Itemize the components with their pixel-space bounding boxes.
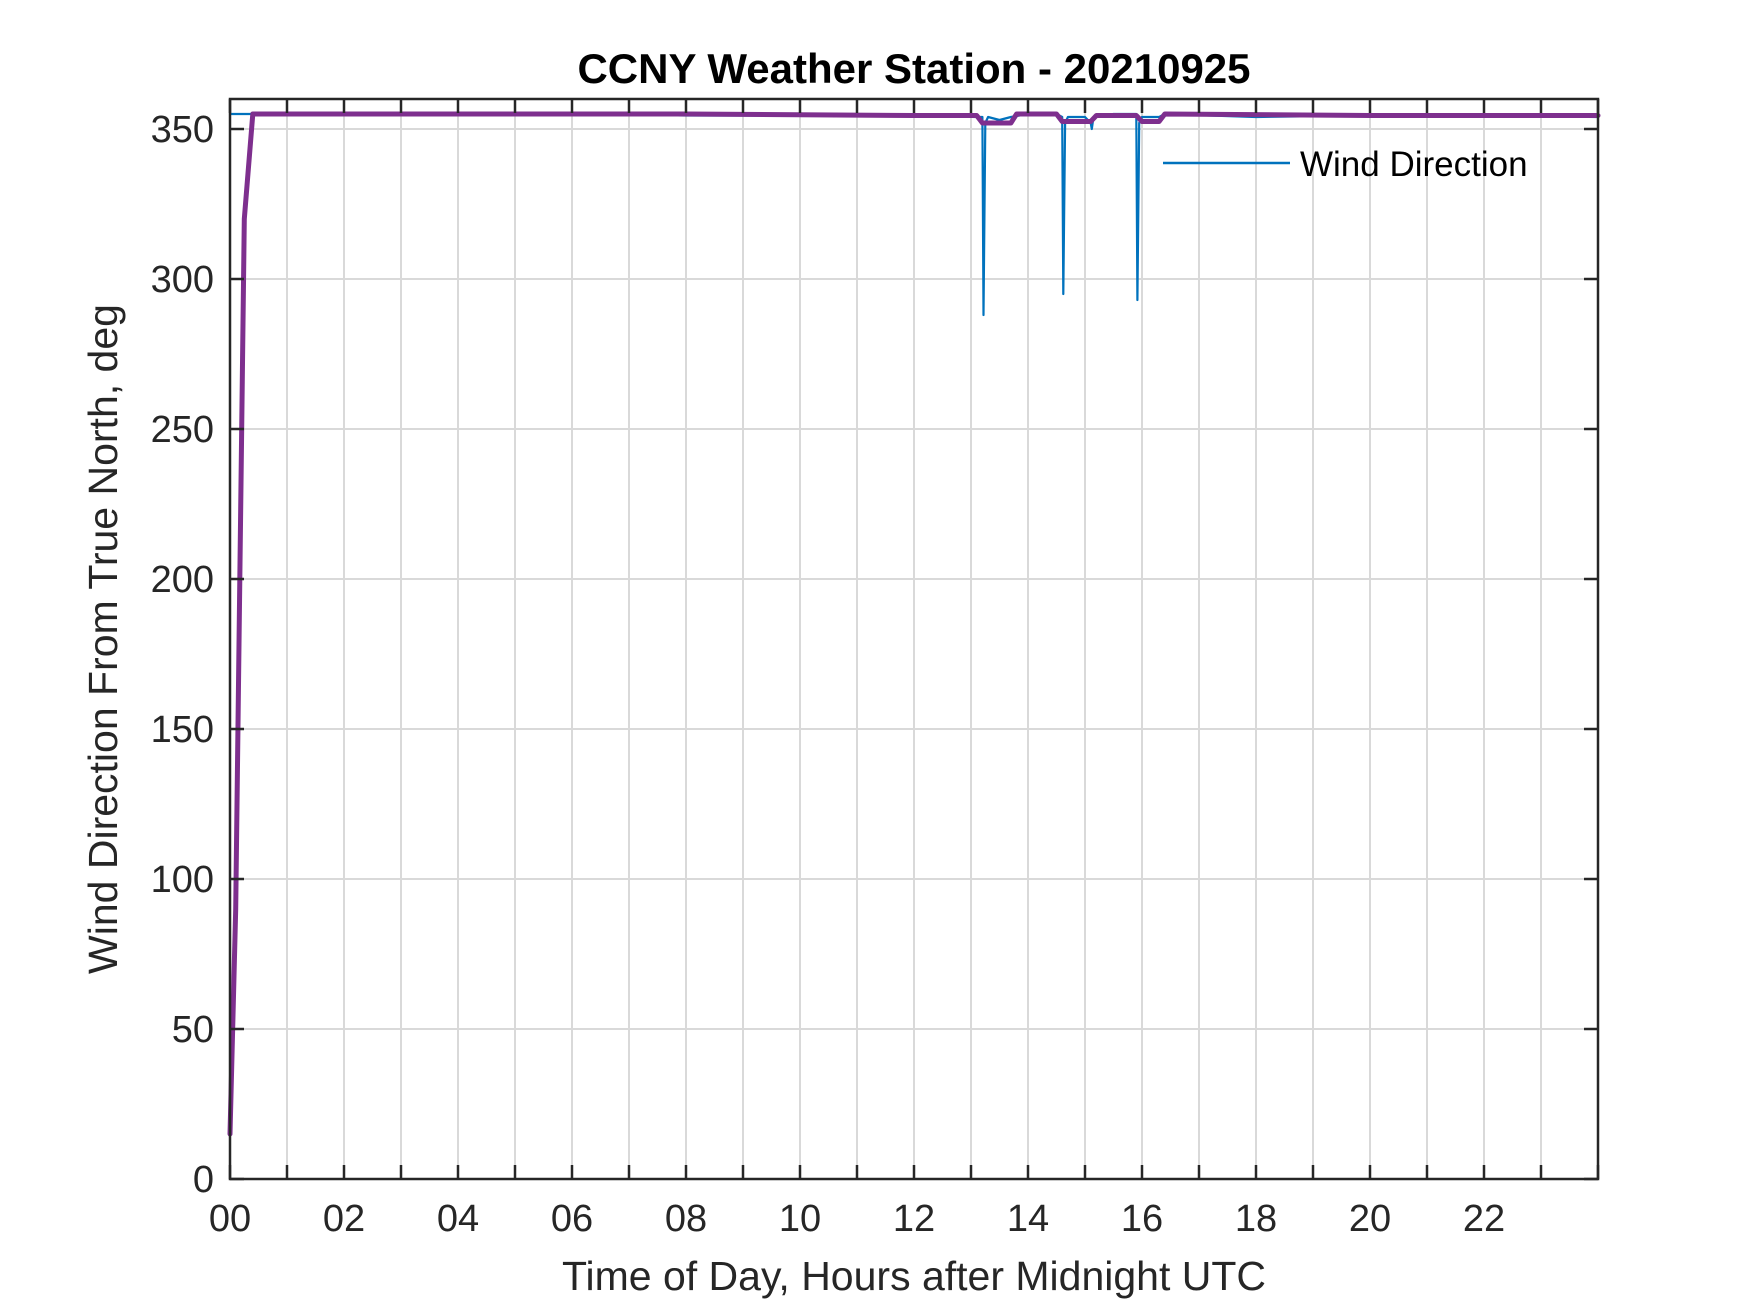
x-tick-label: 14 [1007,1198,1049,1240]
y-tick-label: 0 [193,1159,214,1201]
grid-layer [230,99,1598,1179]
y-tick-label: 300 [151,259,214,301]
chart-title: CCNY Weather Station - 20210925 [577,45,1250,92]
y-tick-label: 200 [151,559,214,601]
tick-layer [228,99,1600,1181]
x-tick-label: 20 [1349,1198,1391,1240]
x-axis-label: Time of Day, Hours after Midnight UTC [562,1253,1266,1299]
series-layer [227,111,1601,1137]
y-tick-label: 100 [151,859,214,901]
x-tick-label: 10 [779,1198,821,1240]
y-tick-label: 50 [172,1009,214,1051]
x-tick-label: 02 [323,1198,365,1240]
legend: Wind Direction [1163,145,1528,184]
legend-label-wind-direction: Wind Direction [1300,145,1528,184]
x-tick-label: 06 [551,1198,593,1240]
tick-label-layer: 00 02 04 06 08 10 12 14 16 18 20 22 0 50 100 150 200 250 3… [151,109,1506,1240]
y-axis-label: Wind Direction From True North, deg [80,304,126,974]
x-tick-label: 04 [437,1198,479,1240]
y-tick-label: 350 [151,109,214,151]
x-tick-label: 18 [1235,1198,1277,1240]
x-tick-label: 22 [1463,1198,1505,1240]
x-tick-label: 16 [1121,1198,1163,1240]
series-line-2 [227,111,1601,1137]
x-tick-label: 08 [665,1198,707,1240]
x-tick-label: 00 [209,1198,251,1240]
x-tick-label: 12 [893,1198,935,1240]
y-tick-label: 150 [151,709,214,751]
y-tick-label: 250 [151,409,214,451]
